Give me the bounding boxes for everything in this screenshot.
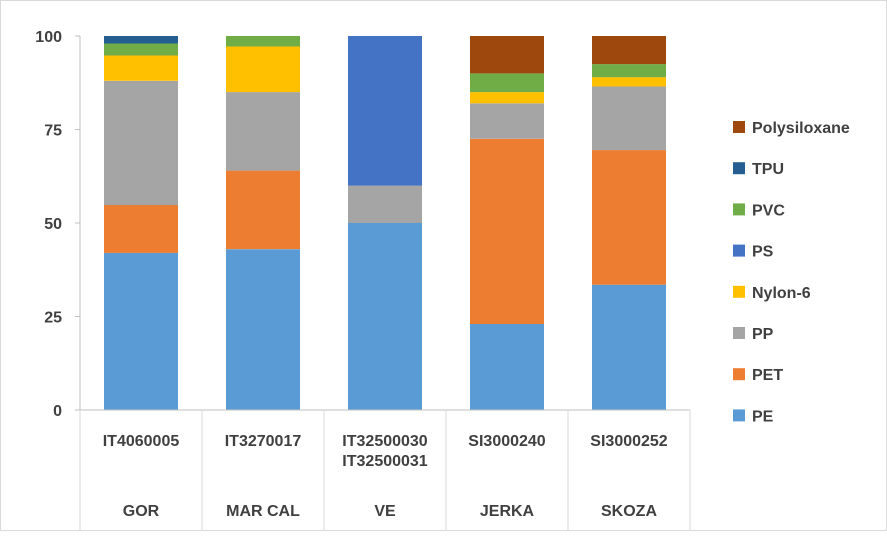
legend-swatch [733, 244, 745, 257]
legend-label: PE [752, 408, 774, 425]
bar-segment-pp [104, 80, 178, 206]
legend-swatch [733, 285, 745, 298]
bar-segment-pet [226, 170, 300, 250]
legend-item-ps: PS [733, 244, 774, 261]
bars-layer [104, 36, 666, 410]
y-tick-label: 100 [35, 29, 62, 46]
x-tick-label: IT32500031 [342, 453, 428, 470]
legend-item-nylon-6: Nylon-6 [733, 285, 811, 302]
bar-segment-polysiloxane [470, 36, 544, 74]
legend-swatch [733, 409, 745, 422]
legend-label: Nylon-6 [752, 285, 811, 302]
bar-segment-pvc [104, 43, 178, 56]
x-tick-label: IT3270017 [225, 433, 302, 450]
legend-label: PVC [752, 202, 785, 219]
bar-segment-tpu [104, 36, 178, 44]
x-group-label: VE [374, 503, 396, 520]
x-group-label: GOR [123, 503, 160, 520]
legend-item-pe: PE [733, 408, 774, 425]
x-group-label: MAR CAL [226, 503, 300, 520]
legend-item-pvc: PVC [733, 202, 785, 219]
bar-segment-polysiloxane [592, 36, 666, 65]
x-group-label: SKOZA [601, 503, 657, 520]
legend-item-pet: PET [733, 367, 783, 384]
bar-segment-pe [104, 252, 178, 410]
legend-label: TPU [752, 161, 784, 178]
bar-segment-nylon-6 [592, 77, 666, 87]
bar-segment-pe [226, 249, 300, 410]
bar-stack-skoza [592, 36, 666, 410]
y-tick-label: 25 [44, 310, 62, 327]
bar-segment-pp [470, 103, 544, 139]
legend-item-pp: PP [733, 326, 774, 343]
bar-stack-gor [104, 36, 178, 410]
x-tick-label: SI3000240 [468, 433, 546, 450]
bar-segment-pet [104, 205, 178, 253]
legend-item-polysiloxane: Polysiloxane [733, 120, 850, 137]
y-tick-label: 75 [44, 123, 62, 140]
bar-segment-pp [226, 92, 300, 171]
x-group-label: JERKA [480, 503, 535, 520]
bar-segment-pe [470, 324, 544, 410]
y-tick-label: 0 [53, 403, 62, 420]
legend-item-tpu: TPU [733, 161, 784, 178]
bar-segment-nylon-6 [470, 92, 544, 104]
y-tick-label: 50 [44, 216, 62, 233]
bar-stack-mar-cal [226, 36, 300, 410]
legend-swatch [733, 162, 745, 175]
bar-segment-nylon-6 [104, 55, 178, 81]
bar-segment-nylon-6 [226, 46, 300, 93]
legend-swatch [733, 203, 745, 216]
bar-segment-pet [470, 138, 544, 324]
bar-segment-ps [348, 36, 422, 186]
bar-segment-pvc [592, 64, 666, 78]
legend: Polysiloxane TPU PVC PS Nylon-6 PP PET PE [733, 120, 850, 425]
legend-label: PET [752, 367, 783, 384]
bar-segment-pp [348, 185, 422, 223]
bar-segment-pp [592, 86, 666, 151]
legend-swatch [733, 121, 745, 133]
bar-segment-pet [592, 150, 666, 285]
x-tick-label: IT4060005 [103, 433, 180, 450]
bar-segment-pvc [470, 73, 544, 93]
legend-label: PS [752, 244, 774, 261]
legend-label: Polysiloxane [752, 120, 850, 137]
legend-swatch [733, 327, 745, 339]
bar-segment-pvc [226, 36, 300, 47]
bar-stack-jerka [470, 36, 544, 410]
x-tick-label: SI3000252 [590, 433, 668, 450]
legend-swatch [733, 368, 745, 381]
x-tick-label: IT32500030 [342, 433, 428, 450]
bar-segment-pe [592, 284, 666, 410]
axis-layer: 0 25 50 75 100 IT4060005 GOR IT3270017 MAR CAL IT… [35, 29, 691, 530]
bar-stack-ve [348, 36, 422, 410]
bar-segment-pe [348, 223, 422, 410]
legend-label: PP [752, 326, 774, 343]
